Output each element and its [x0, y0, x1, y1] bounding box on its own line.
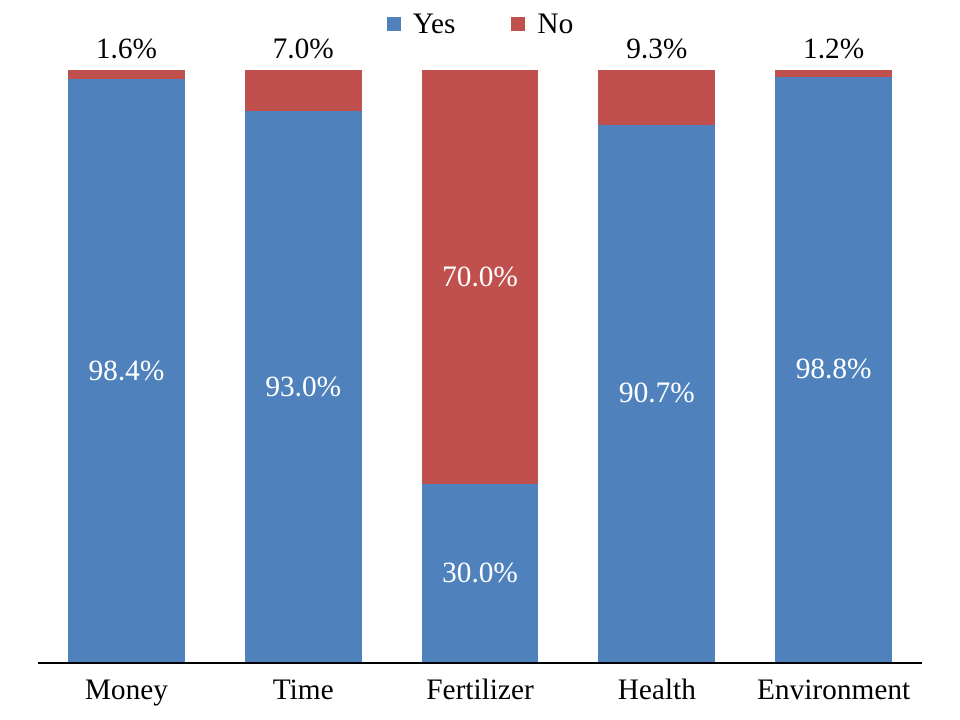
segment-yes: 90.7% — [598, 125, 715, 662]
category-label: Time — [215, 664, 392, 707]
bar-slot: 98.8%1.2% — [745, 70, 922, 662]
legend-swatch-yes — [387, 17, 401, 31]
segment-yes: 30.0% — [422, 484, 539, 662]
bar: 98.4%1.6% — [68, 70, 185, 662]
value-label-yes: 98.8% — [796, 353, 872, 385]
segment-no — [775, 70, 892, 77]
legend-label-no: No — [537, 8, 573, 41]
segment-no — [68, 70, 185, 79]
legend-item-yes: Yes — [387, 8, 456, 41]
value-label-no: 70.0% — [442, 261, 518, 293]
stacked-bar-chart: YesNo 98.4%1.6%93.0%7.0%70.0%30.0%90.7%9… — [0, 0, 960, 720]
value-label-yes: 30.0% — [442, 557, 518, 589]
bar: 93.0%7.0% — [245, 70, 362, 662]
segment-no: 70.0% — [422, 70, 539, 484]
bar-slot: 93.0%7.0% — [215, 70, 392, 662]
segment-yes: 93.0% — [245, 111, 362, 662]
legend-item-no: No — [511, 8, 573, 41]
plot-area: 98.4%1.6% 93.0%7.0% 70.0% 30.0% 90.7%9.3% 98.… — [38, 70, 922, 664]
category-label: Environment — [745, 664, 922, 707]
segment-no — [245, 70, 362, 111]
segment-no — [598, 70, 715, 125]
bars-container: 98.4%1.6% 93.0%7.0% 70.0% 30.0% 90.7%9.3% 98.… — [38, 70, 922, 662]
value-label-no: 7.0% — [273, 33, 334, 66]
x-axis-labels: MoneyTimeFertilizerHealthEnvironment — [38, 664, 922, 720]
bar: 90.7%9.3% — [598, 70, 715, 662]
value-label-yes: 98.4% — [89, 355, 165, 387]
value-label-no: 1.2% — [803, 33, 864, 66]
bar-slot: 70.0% 30.0% — [392, 70, 569, 662]
value-label-no: 9.3% — [626, 33, 687, 66]
category-label: Money — [38, 664, 215, 707]
legend-label-yes: Yes — [413, 8, 456, 41]
bar-slot: 98.4%1.6% — [38, 70, 215, 662]
legend-swatch-no — [511, 17, 525, 31]
value-label-yes: 90.7% — [619, 377, 695, 409]
value-label-yes: 93.0% — [265, 371, 341, 403]
category-label: Fertilizer — [392, 664, 569, 707]
bar: 98.8%1.2% — [775, 70, 892, 662]
category-label: Health — [568, 664, 745, 707]
value-label-no: 1.6% — [96, 33, 157, 66]
bar-slot: 90.7%9.3% — [568, 70, 745, 662]
segment-yes: 98.4% — [68, 79, 185, 662]
segment-yes: 98.8% — [775, 77, 892, 662]
bar: 70.0% 30.0% — [422, 70, 539, 662]
